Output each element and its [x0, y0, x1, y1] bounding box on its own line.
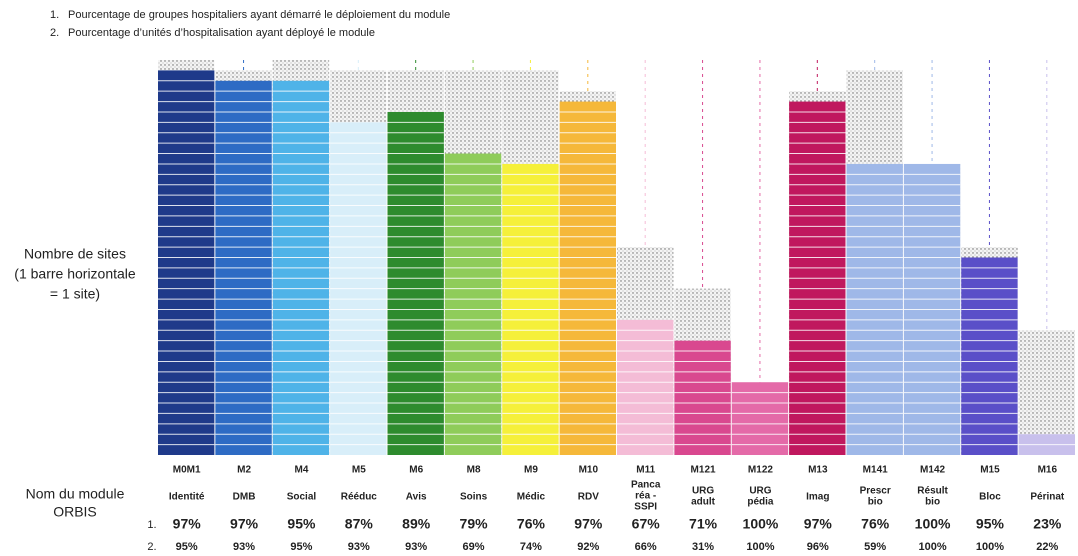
module-name: Médic: [517, 492, 546, 503]
module-name: Panca: [631, 480, 661, 491]
module-name: URG: [749, 486, 771, 497]
x-axis-label: ORBIS: [53, 504, 97, 520]
unit-pct: 96%: [807, 541, 829, 553]
module-code: M16: [1038, 465, 1058, 476]
row-marker: 2.: [147, 541, 156, 553]
group-pct: 76%: [861, 516, 890, 532]
module-name: Prescr: [860, 486, 891, 497]
deployed-bar: [617, 319, 674, 455]
module-name: Avis: [406, 492, 427, 503]
unit-pct: 93%: [348, 541, 370, 553]
y-axis-label: (1 barre horizontale: [14, 266, 136, 282]
deployed-bar: [387, 111, 444, 455]
module-code: M122: [748, 465, 773, 476]
unit-pct: 92%: [577, 541, 599, 553]
module-code: M121: [691, 465, 716, 476]
unit-pct: 66%: [635, 541, 657, 553]
group-pct: 95%: [287, 516, 316, 532]
module-code: M5: [352, 465, 366, 476]
module-name: Social: [287, 492, 317, 503]
module-code: M10: [579, 465, 599, 476]
group-pct: 76%: [517, 516, 546, 532]
group-pct: 95%: [976, 516, 1005, 532]
module-name: SSPI: [634, 502, 657, 513]
module-code: M142: [920, 465, 945, 476]
module-name: DMB: [233, 492, 256, 503]
unit-pct: 100%: [746, 541, 774, 553]
module-code: M141: [863, 465, 888, 476]
unit-pct: 74%: [520, 541, 542, 553]
module-name: Soins: [460, 492, 488, 503]
module-name: URG: [692, 486, 714, 497]
unit-pct: 93%: [405, 541, 427, 553]
footnote-marker: 2.: [50, 27, 59, 39]
total-bar: [1018, 330, 1075, 455]
footnote-marker: 1.: [50, 9, 59, 21]
unit-pct: 100%: [918, 541, 946, 553]
group-pct: 87%: [345, 516, 374, 532]
module-name: Rééduc: [341, 492, 378, 503]
deployed-bar: [674, 340, 731, 455]
module-name: Résult: [917, 486, 948, 497]
module-code: M0M1: [173, 465, 201, 476]
x-axis-label: Nom du module: [26, 486, 125, 502]
unit-pct: 95%: [176, 541, 198, 553]
unit-pct: 69%: [463, 541, 485, 553]
row-marker: 1.: [147, 519, 156, 531]
module-code: M15: [980, 465, 1000, 476]
deployed-bar: [731, 382, 789, 455]
footnote-text: Pourcentage d’unités d’hospitalisation a…: [68, 27, 375, 39]
y-axis-label: = 1 site): [50, 286, 100, 302]
group-pct: 97%: [230, 516, 259, 532]
unit-pct: 22%: [1036, 541, 1058, 553]
module-code: M13: [808, 465, 828, 476]
module-name: Périnat: [1030, 492, 1065, 503]
group-pct: 89%: [402, 516, 431, 532]
module-name: bio: [925, 497, 940, 508]
module-code: M8: [467, 465, 481, 476]
unit-pct: 59%: [864, 541, 886, 553]
unit-pct: 31%: [692, 541, 714, 553]
group-pct: 97%: [804, 516, 833, 532]
module-code: M4: [294, 465, 308, 476]
module-code: M9: [524, 465, 538, 476]
y-axis-label: Nombre de sites: [24, 246, 126, 262]
deployed-bar: [158, 70, 215, 455]
unit-pct: 100%: [976, 541, 1004, 553]
module-name: pédia: [747, 497, 774, 508]
unit-pct: 95%: [290, 541, 312, 553]
group-pct: 23%: [1033, 516, 1062, 532]
group-pct: 97%: [173, 516, 202, 532]
module-name: Identité: [169, 492, 205, 503]
deployed-bar: [961, 257, 1018, 455]
module-code: M2: [237, 465, 251, 476]
module-name: Imag: [806, 492, 829, 503]
group-pct: 100%: [743, 516, 779, 532]
group-pct: 71%: [689, 516, 718, 532]
module-name: réa -: [635, 491, 656, 502]
group-pct: 100%: [915, 516, 951, 532]
module-name: Bloc: [979, 492, 1001, 503]
module-code: M6: [409, 465, 423, 476]
group-pct: 67%: [632, 516, 661, 532]
module-name: adult: [691, 497, 716, 508]
group-pct: 79%: [460, 516, 489, 532]
unit-pct: 93%: [233, 541, 255, 553]
group-pct: 97%: [574, 516, 603, 532]
footnote-text: Pourcentage de groupes hospitaliers ayan…: [68, 9, 450, 21]
module-code: M11: [636, 465, 655, 476]
deployed-bar: [444, 153, 502, 456]
module-name: bio: [868, 497, 883, 508]
module-name: RDV: [578, 492, 599, 503]
